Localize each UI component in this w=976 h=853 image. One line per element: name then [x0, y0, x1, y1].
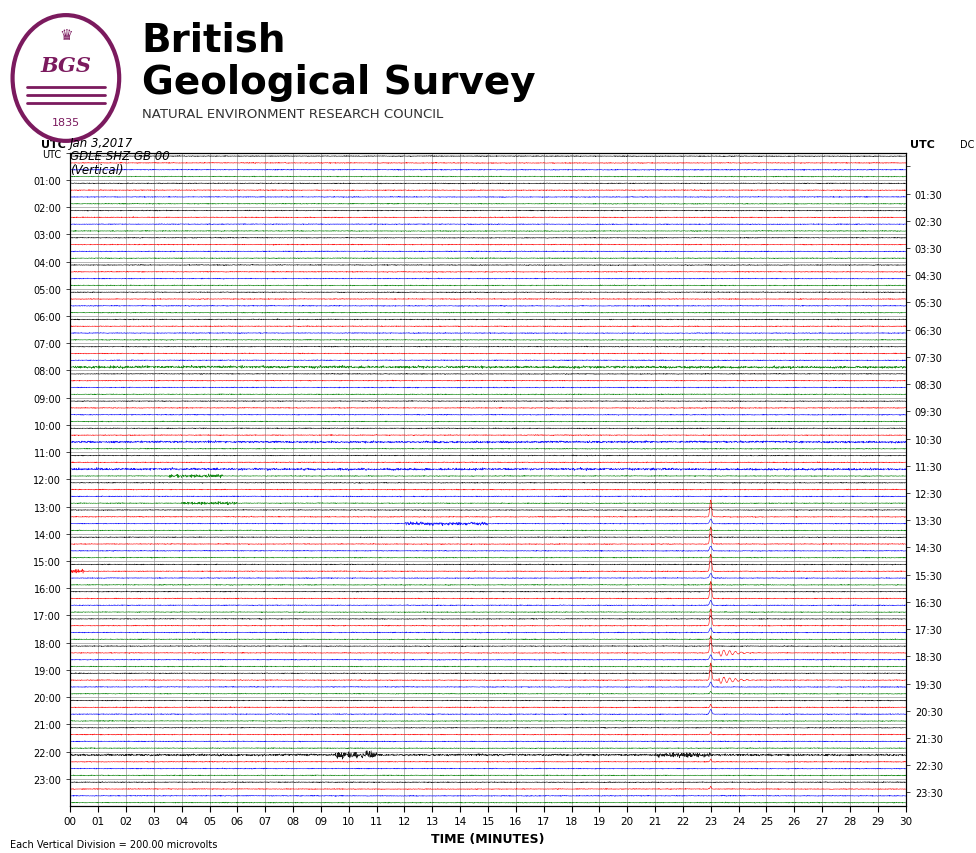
- Text: ♛: ♛: [60, 28, 72, 43]
- Text: British: British: [142, 21, 286, 59]
- Text: GDLE SHZ GB 00: GDLE SHZ GB 00: [70, 150, 170, 163]
- Text: Jan 3,2017: Jan 3,2017: [70, 136, 134, 149]
- Text: UTC: UTC: [910, 140, 935, 150]
- Text: BGS: BGS: [40, 55, 92, 76]
- X-axis label: TIME (MINUTES): TIME (MINUTES): [431, 832, 545, 845]
- Text: Geological Survey: Geological Survey: [142, 64, 535, 102]
- Text: Each Vertical Division = 200.00 microvolts: Each Vertical Division = 200.00 microvol…: [10, 838, 217, 849]
- Text: DC: DC: [960, 140, 974, 150]
- Text: UTC: UTC: [41, 140, 66, 150]
- Text: NATURAL ENVIRONMENT RESEARCH COUNCIL: NATURAL ENVIRONMENT RESEARCH COUNCIL: [142, 108, 443, 121]
- Text: (Vertical): (Vertical): [70, 164, 124, 177]
- Text: 1835: 1835: [52, 118, 80, 128]
